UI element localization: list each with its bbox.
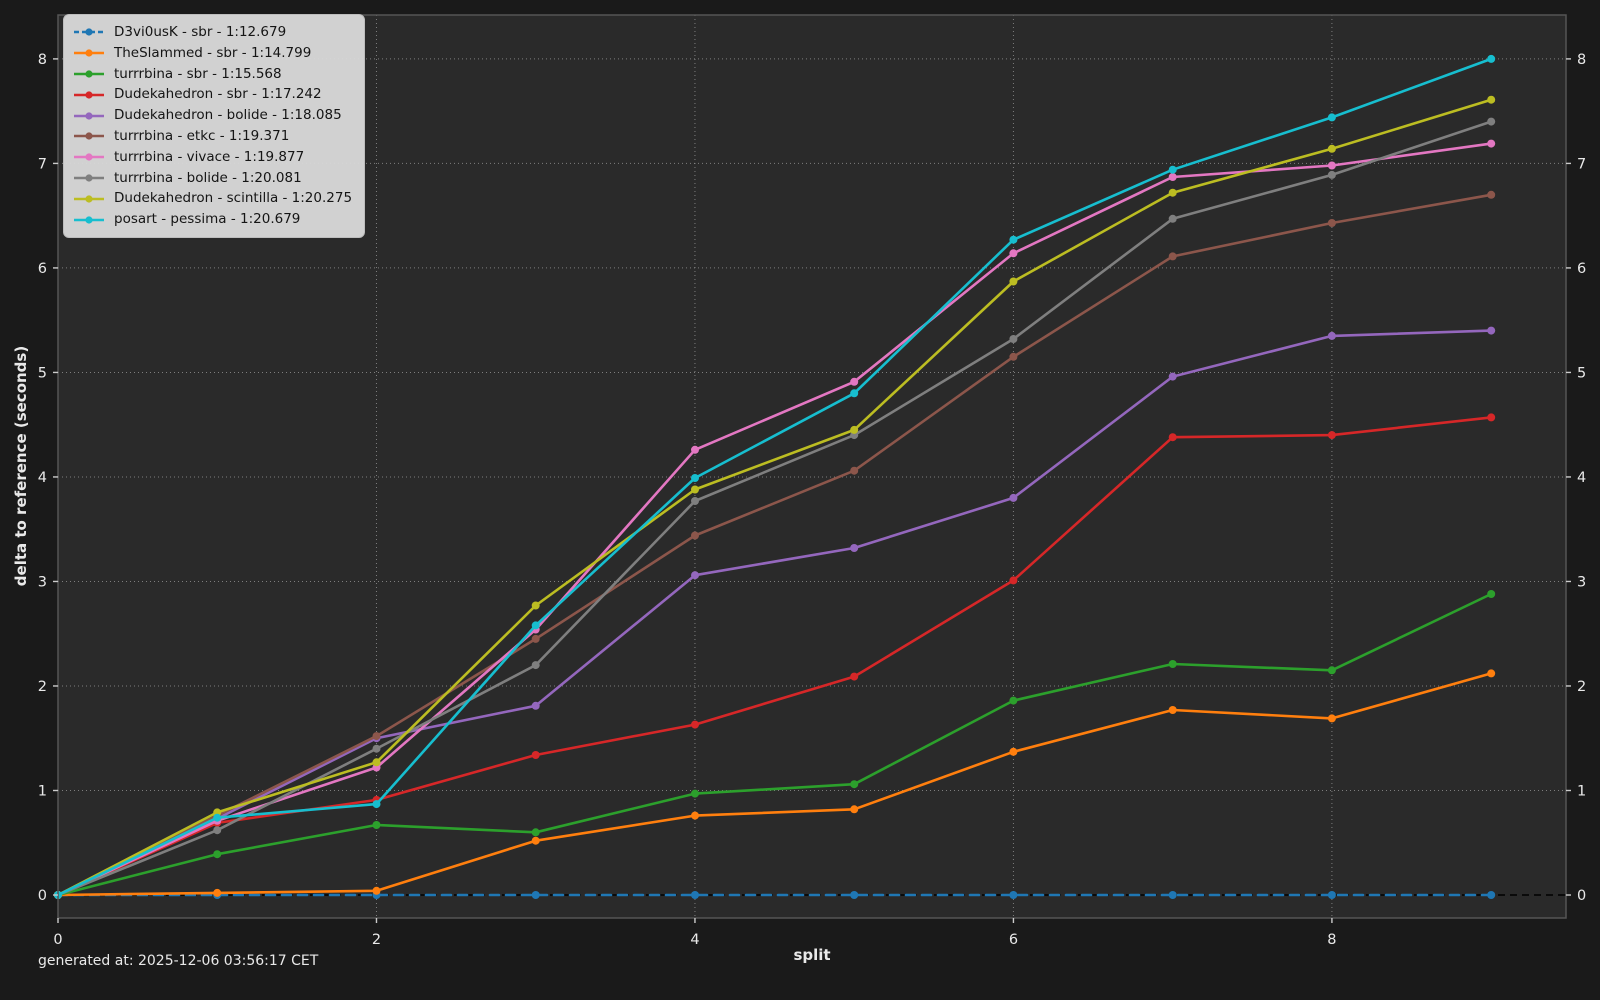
legend-label: posart - pessima - 1:20.679 [114, 211, 301, 228]
tick-label: 2 [1577, 679, 1586, 695]
legend-item: TheSlammed - sbr - 1:14.799 [73, 43, 352, 64]
tick-label: 7 [1577, 156, 1586, 172]
series-line [54, 669, 1496, 899]
tick-label: 3 [38, 574, 47, 590]
tick-label: 8 [1577, 52, 1586, 68]
legend-swatch-icon [74, 132, 104, 140]
tick-label: 7 [38, 156, 47, 172]
series-line [54, 891, 1496, 899]
axes-spines [57, 14, 1567, 919]
tick-label: 4 [690, 932, 699, 948]
tick-label: 0 [1577, 888, 1586, 904]
axis-ticks [53, 58, 1571, 923]
legend-swatch-icon [74, 70, 104, 78]
tick-label: 0 [53, 932, 62, 948]
x-axis-label: split [793, 946, 831, 964]
generated-at-text: generated at: 2025-12-06 03:56:17 CET [38, 953, 319, 969]
legend-label: turrrbina - sbr - 1:15.568 [114, 65, 282, 82]
legend-item: turrrbina - bolide - 1:20.081 [73, 168, 352, 189]
legend-item: Dudekahedron - bolide - 1:18.085 [73, 105, 352, 126]
legend-swatch-icon [74, 28, 104, 36]
legend-swatch-icon [74, 111, 104, 120]
tick-label: 5 [38, 365, 47, 381]
data-series [54, 54, 1496, 899]
tick-label: 6 [38, 261, 47, 277]
legend-item: Dudekahedron - sbr - 1:17.242 [73, 84, 352, 105]
tick-label: 1 [1577, 783, 1586, 799]
tick-label: 6 [1009, 932, 1018, 948]
legend: D3vi0usK - sbr - 1:12.679 TheSlammed - sb… [63, 14, 366, 238]
axis-tick-labels: 0 2 4 6 8 0 0 1 1 2 2 3 3 4 4 5 5 6 6 7 7 8 8 [38, 52, 1586, 948]
legend-label: turrrbina - etkc - 1:19.371 [114, 127, 290, 144]
series-line [54, 54, 1496, 899]
legend-swatch-icon [74, 195, 104, 203]
legend-label: TheSlammed - sbr - 1:14.799 [114, 44, 312, 61]
tick-label: 8 [1327, 932, 1336, 948]
legend-swatch-icon [74, 153, 104, 161]
legend-swatch-icon [74, 215, 104, 224]
tick-label: 5 [1577, 365, 1586, 381]
tick-label: 1 [38, 783, 47, 799]
legend-swatch-icon [74, 174, 104, 182]
series-line [54, 326, 1496, 899]
legend-swatch-icon [74, 49, 104, 57]
tick-label: 3 [1577, 574, 1586, 590]
legend-label: D3vi0usK - sbr - 1:12.679 [114, 24, 287, 40]
legend-item: Dudekahedron - scintilla - 1:20.275 [73, 188, 352, 209]
legend-label: Dudekahedron - scintilla - 1:20.275 [114, 190, 353, 207]
tick-label: 4 [1577, 470, 1586, 486]
legend-item: turrrbina - sbr - 1:15.568 [73, 64, 352, 85]
series-line [54, 95, 1496, 899]
tick-label: 0 [38, 888, 47, 904]
tick-label: 2 [38, 679, 47, 695]
legend-item: turrrbina - etkc - 1:19.371 [73, 126, 352, 147]
legend-swatch-icon [74, 91, 104, 99]
tick-label: 8 [38, 52, 47, 68]
tick-label: 4 [38, 470, 47, 486]
legend-item: D3vi0usK - sbr - 1:12.679 [73, 22, 352, 43]
tick-label: 2 [372, 932, 381, 948]
series-line [54, 590, 1496, 899]
tick-label: 6 [1577, 261, 1586, 277]
legend-item: posart - pessima - 1:20.679 [73, 209, 352, 230]
legend-label: Dudekahedron - bolide - 1:18.085 [114, 107, 342, 124]
legend-item: turrrbina - vivace - 1:19.877 [73, 147, 352, 168]
legend-label: turrrbina - bolide - 1:20.081 [114, 169, 302, 186]
legend-label: turrrbina - vivace - 1:19.877 [114, 148, 305, 165]
y-axis-label: delta to reference (seconds) [12, 345, 30, 587]
legend-label: Dudekahedron - sbr - 1:17.242 [114, 86, 322, 103]
